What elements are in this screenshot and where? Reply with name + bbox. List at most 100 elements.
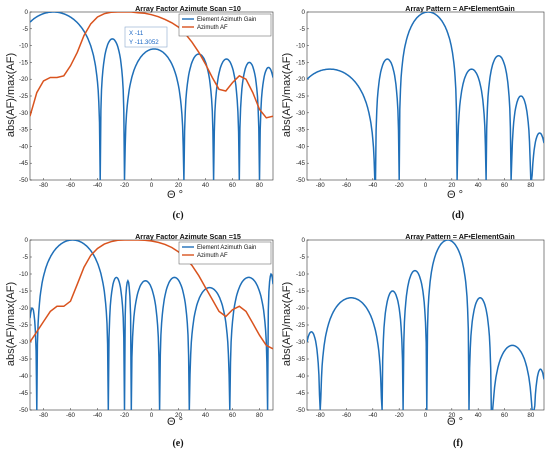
x-tick-label: -20 (395, 412, 405, 419)
x-tick-label: -20 (395, 182, 405, 189)
y-tick-label: -30 (296, 339, 306, 346)
x-tick-label: 0 (424, 182, 428, 189)
panel-d-xlabel: Θ ° (447, 189, 463, 201)
y-tick-label: -5 (22, 254, 28, 261)
y-tick-label: -50 (296, 407, 306, 414)
y-tick-label: -30 (296, 110, 306, 117)
y-tick-label: -50 (19, 177, 29, 184)
y-tick-label: -40 (296, 373, 306, 380)
y-tick-label: -35 (19, 127, 29, 134)
x-tick-label: 20 (448, 412, 455, 419)
plot-d: -80 -60 -40 -20 0 20 40 60 80 0 -5 -10 -15 -20 -25 -30 -… (296, 9, 544, 189)
y-tick-label: -30 (19, 339, 29, 346)
y-tick-label: -40 (19, 373, 29, 380)
series-line-element-azimuth-gain (30, 240, 273, 410)
y-tick-label: -45 (296, 390, 306, 397)
x-tick-label: -40 (368, 182, 378, 189)
panel-d-title: Array Pattern = AF•ElementGain (405, 4, 515, 13)
y-tick-label: -25 (19, 322, 29, 329)
series-line-pattern (307, 240, 544, 410)
x-tick-label: -80 (39, 412, 49, 419)
legend-entry: Element Azimuth Gain (197, 17, 256, 23)
y-tick-label: -35 (19, 356, 29, 363)
y-tick-label: -20 (296, 305, 306, 312)
legend-c: Element Azimuth GainAzimuth AF (179, 14, 271, 36)
x-tick-label: 60 (229, 412, 236, 419)
y-tick-label: -35 (296, 127, 306, 134)
x-tick-label: 60 (501, 182, 508, 189)
y-tick-label: 0 (302, 237, 306, 244)
x-tick-label: -80 (316, 182, 326, 189)
x-tick-label: 80 (256, 412, 263, 419)
y-tick-label: 0 (302, 9, 306, 16)
y-tick-label: -25 (296, 322, 306, 329)
x-tick-label: 60 (501, 412, 508, 419)
y-tick-label: -45 (19, 390, 29, 397)
x-tick-label: 20 (448, 182, 455, 189)
panel-c-ylabel: abs(AF)/max(AF) (5, 53, 17, 137)
panel-e-title: Array Factor Azimute Scan =15 (135, 232, 241, 241)
y-tick-label: -5 (299, 26, 305, 33)
legend-e: Element Azimuth GainAzimuth AF (179, 242, 271, 264)
legend-entry: Element Azimuth Gain (197, 245, 256, 251)
x-tick-label: 0 (424, 412, 428, 419)
panel-c-xlabel: Θ ° (167, 189, 183, 201)
plot-f: -80-60-40-200204060800-5-10-15-20-25-30-… (296, 237, 544, 419)
y-tick-label: -25 (19, 93, 29, 100)
y-tick-label: -5 (22, 26, 28, 33)
y-tick-label: -20 (296, 76, 306, 83)
y-tick-label: -10 (19, 271, 29, 278)
x-tick-label: -60 (342, 182, 352, 189)
y-tick-label: 0 (25, 237, 29, 244)
x-tick-label: 80 (256, 182, 263, 189)
panel-d-ylabel: abs(AF)/max(AF) (281, 53, 293, 137)
axes-box-e (30, 240, 273, 410)
y-tick-label: -15 (19, 288, 29, 295)
x-tick-label: 0 (150, 412, 154, 419)
y-tick-label: -40 (19, 143, 29, 150)
x-tick-label: 20 (175, 182, 182, 189)
x-tick-label: 40 (202, 182, 209, 189)
x-tick-label: 80 (527, 412, 534, 419)
y-tick-label: -35 (296, 356, 306, 363)
x-tick-label: 40 (475, 182, 482, 189)
x-tick-label: -40 (93, 182, 103, 189)
y-tick-label: -45 (296, 160, 306, 167)
y-tick-label: -10 (296, 271, 306, 278)
x-tick-label: -60 (66, 182, 76, 189)
panel-f-label: (f) (453, 438, 463, 449)
x-tick-label: -40 (93, 412, 103, 419)
plot-e: -80-60-40-200204060800-5-10-15-20-25-30-… (19, 237, 273, 419)
y-tick-label: 0 (25, 9, 29, 16)
x-tick-label: -80 (316, 412, 326, 419)
y-tick-label: -15 (296, 59, 306, 66)
y-tick-label: -20 (19, 305, 29, 312)
y-tick-label: -20 (19, 76, 29, 83)
datatip[interactable]: X -11 Y -11.3052 (125, 27, 167, 47)
y-tick-label: -25 (296, 93, 306, 100)
y-tick-label: -50 (296, 177, 306, 184)
x-tick-label: -80 (39, 182, 49, 189)
x-tick-label: -60 (66, 412, 76, 419)
x-tick-label: -20 (120, 412, 130, 419)
datatip-y: Y -11.3052 (129, 39, 159, 46)
x-tick-label: -60 (342, 412, 352, 419)
x-tick-label: -40 (368, 412, 378, 419)
y-tick-label: -50 (19, 407, 29, 414)
y-tick-label: -40 (296, 143, 306, 150)
series-line-pattern (307, 12, 544, 180)
panel-e-ylabel: abs(AF)/max(AF) (5, 282, 17, 366)
y-tick-label: -30 (19, 110, 29, 117)
y-tick-label: -15 (19, 59, 29, 66)
y-tick-label: -5 (299, 254, 305, 261)
panel-c-title: Array Factor Azimute Scan =10 (135, 4, 241, 13)
y-tick-label: -10 (19, 43, 29, 50)
y-tick-label: -15 (296, 288, 306, 295)
x-tick-label: 40 (202, 412, 209, 419)
x-tick-label: 80 (527, 182, 534, 189)
panel-e-label: (e) (172, 438, 183, 449)
x-tick-label: -20 (120, 182, 130, 189)
x-tick-label: 60 (229, 182, 236, 189)
y-tick-label: -10 (296, 43, 306, 50)
panel-f-ylabel: abs(AF)/max(AF) (281, 282, 293, 366)
